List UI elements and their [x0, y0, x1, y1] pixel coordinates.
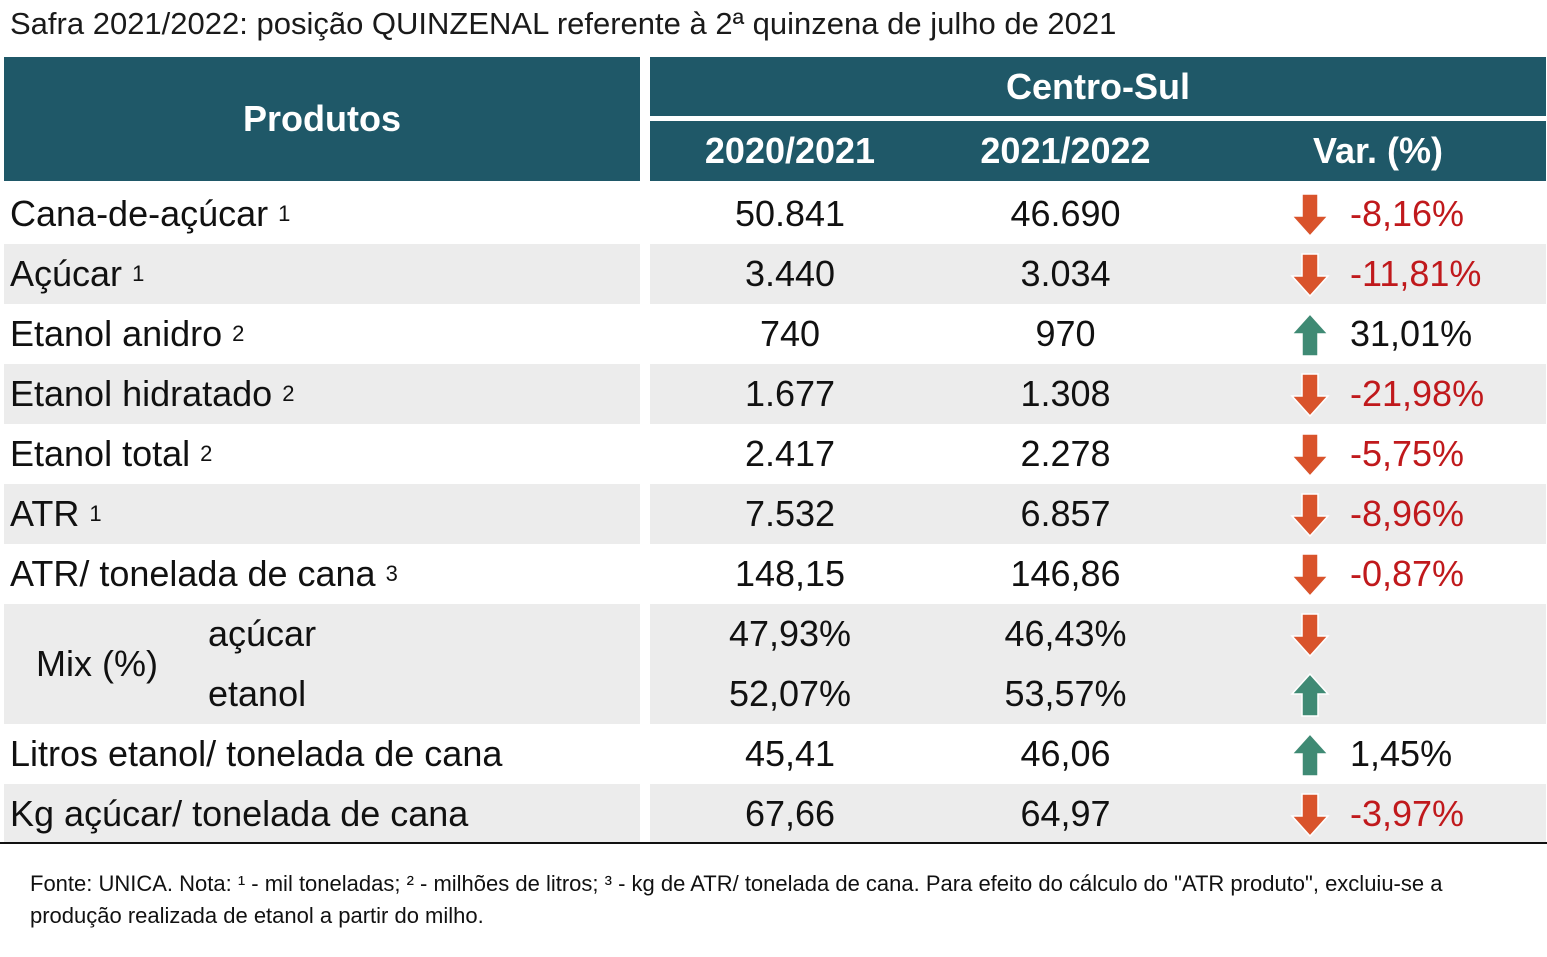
footnote: Fonte: UNICA. Nota: ¹ - mil toneladas; ²…: [30, 871, 1443, 928]
row-label-text: Cana-de-açúcar: [10, 193, 269, 234]
value-2020-2021: 740: [759, 313, 821, 354]
header-col3: Var. (%): [1210, 121, 1546, 181]
arrow-down-icon: [1290, 373, 1330, 418]
arrow-up-icon: [1290, 312, 1330, 357]
value-2020-2021: 7.532: [744, 493, 836, 534]
row-label-text: Etanol total: [10, 433, 191, 474]
row-label: Etanol hidratado 2: [10, 373, 295, 414]
arrow-up-icon: [1290, 672, 1330, 717]
value-2021-2022: 146,86: [1010, 553, 1121, 594]
row-label: ATR 1: [10, 493, 102, 534]
value-2020-2021: 67,66: [744, 793, 836, 834]
value-2021-2022: 3.034: [1020, 253, 1111, 294]
row-stripe: [4, 784, 640, 844]
variation-value: -8,96%: [1350, 493, 1465, 534]
row-label-text: Litros etanol/ tonelada de cana: [10, 733, 503, 774]
variation-value: -5,75%: [1350, 433, 1465, 474]
arrow-down-icon: [1290, 553, 1330, 598]
row-label: Açúcar 1: [10, 253, 145, 294]
header-region-label: Centro-Sul: [1006, 65, 1190, 107]
header-col2: 2021/2022: [928, 121, 1203, 181]
value-2021-2022: 46,43%: [1004, 613, 1127, 654]
arrow-down-icon: [1290, 253, 1330, 298]
value-2021-2022: 1.308: [1020, 373, 1111, 414]
arrow-down-icon: [1290, 193, 1330, 238]
arrow-down-icon: [1290, 493, 1330, 538]
value-2021-2022: 64,97: [1020, 793, 1111, 834]
row-label: ATR/ tonelada de cana 3: [10, 553, 398, 594]
value-2020-2021: 3.440: [744, 253, 836, 294]
header-col2-label: 2021/2022: [980, 130, 1151, 171]
row-stripe: [650, 484, 1546, 544]
row-stripe: [4, 484, 640, 544]
value-2020-2021: 148,15: [734, 553, 846, 594]
variation-value: -8,16%: [1350, 193, 1465, 234]
value-2021-2022: 970: [1035, 313, 1096, 354]
row-stripe: [4, 364, 640, 424]
value-2021-2022: 46.690: [1010, 193, 1121, 234]
header-produtos: Produtos: [4, 57, 640, 181]
row-label-text: Etanol hidratado: [10, 373, 273, 414]
value-2021-2022: 2.278: [1020, 433, 1111, 474]
value-2021-2022: 53,57%: [1004, 673, 1127, 714]
row-label-text: ATR/ tonelada de cana: [10, 553, 376, 594]
variation-value: 31,01%: [1350, 313, 1473, 354]
row-stripe: [650, 244, 1546, 304]
mix-sub-label: etanol: [208, 673, 307, 714]
row-label: Litros etanol/ tonelada de cana: [10, 724, 502, 784]
row-label: Cana-de-açúcar 1: [10, 193, 291, 234]
value-2021-2022: 6.857: [1020, 493, 1111, 534]
arrow-up-icon: [1290, 732, 1330, 777]
value-2020-2021: 2.417: [744, 433, 836, 474]
value-2020-2021: 50.841: [734, 193, 846, 234]
value-2020-2021: 47,93%: [728, 613, 852, 654]
variation-value: -3,97%: [1350, 793, 1465, 834]
row-label: Etanol total 2: [10, 433, 213, 474]
value-2020-2021: 1.677: [744, 373, 836, 414]
row-label: Kg açúcar/ tonelada de cana: [10, 784, 468, 844]
variation-value: -11,81%: [1350, 253, 1482, 294]
value-2021-2022: 46,06: [1020, 733, 1111, 774]
header-produtos-label: Produtos: [243, 98, 401, 139]
arrow-down-icon: [1290, 433, 1330, 478]
row-label: Etanol anidro 2: [10, 313, 245, 354]
row-stripe: [650, 784, 1546, 844]
row-stripe: [650, 604, 1546, 724]
arrow-down-icon: [1290, 613, 1330, 658]
table-bottom-border: [0, 842, 1547, 844]
row-stripe: [650, 364, 1546, 424]
value-2020-2021: 45,41: [744, 733, 836, 774]
variation-value: 1,45%: [1350, 733, 1453, 774]
value-2020-2021: 52,07%: [728, 673, 852, 714]
table-title: Safra 2021/2022: posição QUINZENAL refer…: [10, 6, 1117, 41]
row-stripe: [4, 604, 640, 724]
row-label-text: Açúcar: [10, 253, 123, 294]
mix-sub-label: açúcar: [208, 613, 317, 654]
mix-label: Mix (%): [36, 643, 158, 684]
row-stripe: [4, 244, 640, 304]
header-col1: 2020/2021: [650, 121, 930, 181]
header-col1-label: 2020/2021: [704, 130, 876, 171]
variation-value: -0,87%: [1350, 553, 1465, 594]
header-col3-label: Var. (%): [1312, 130, 1444, 171]
header-years: [650, 121, 1546, 181]
row-label-text: Kg açúcar/ tonelada de cana: [10, 793, 469, 834]
variation-value: -21,98%: [1350, 373, 1485, 414]
header-region: Centro-Sul: [650, 57, 1546, 116]
row-label-text: ATR: [10, 493, 80, 534]
arrow-down-icon: [1290, 793, 1330, 838]
row-label-text: Etanol anidro: [10, 313, 223, 354]
